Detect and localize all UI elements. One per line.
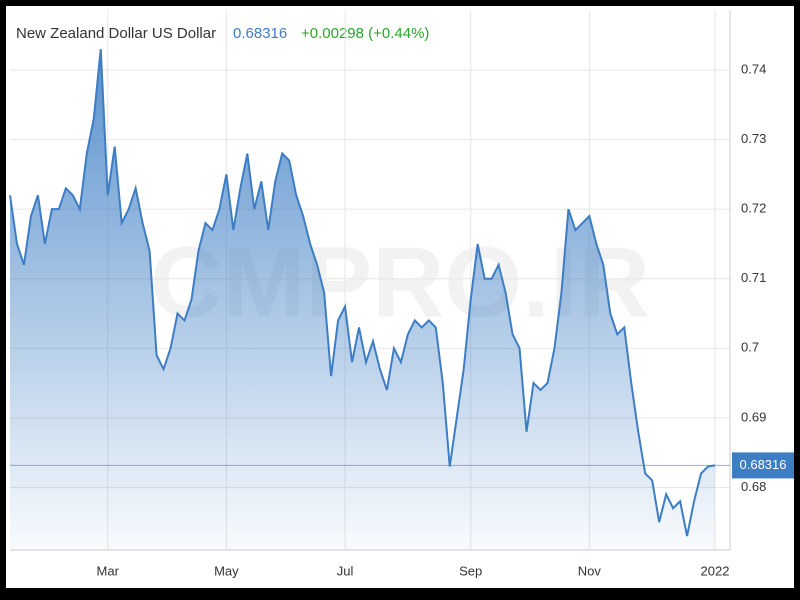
x-tick-label: Jul — [337, 563, 354, 578]
y-tick-label: 0.71 — [741, 270, 766, 285]
chart-title: New Zealand Dollar US Dollar — [16, 25, 216, 42]
last-price: 0.68316 — [233, 25, 287, 42]
line — [9, 49, 716, 537]
y-tick-label: 0.72 — [741, 201, 766, 216]
last-price-label: 0.68316 — [740, 457, 787, 472]
x-tick-label: Sep — [459, 563, 482, 578]
y-tick-label: 0.68 — [741, 479, 766, 494]
y-tick-label: 0.74 — [741, 61, 766, 76]
x-tick-label: Nov — [578, 563, 602, 578]
price-change: +0.00298 (+0.44%) — [301, 25, 429, 42]
x-tick-label: Mar — [97, 563, 120, 578]
y-tick-label: 0.69 — [741, 409, 766, 424]
x-tick-label: 2022 — [701, 563, 730, 578]
y-tick-label: 0.73 — [741, 131, 766, 146]
area — [10, 49, 715, 551]
x-tick-label: May — [214, 563, 239, 578]
y-tick-label: 0.7 — [741, 340, 759, 355]
last-price-box — [732, 452, 794, 479]
